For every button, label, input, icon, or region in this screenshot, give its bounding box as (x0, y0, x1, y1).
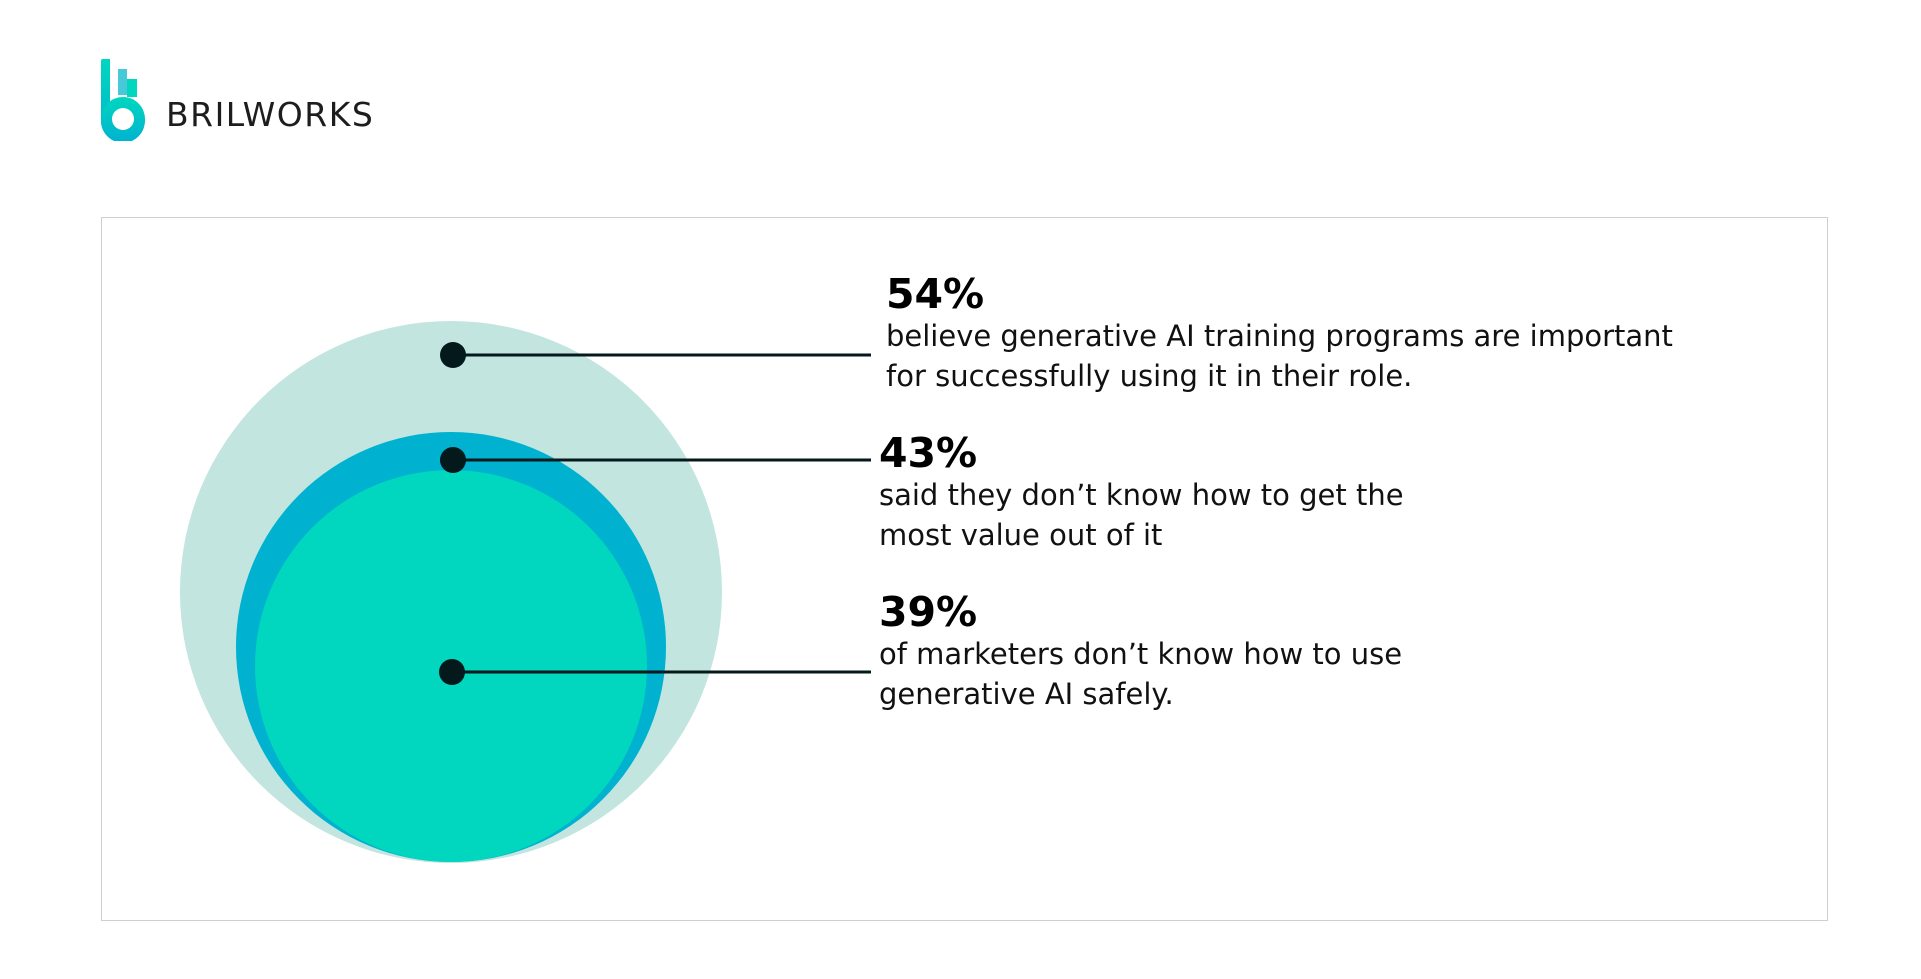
marker-dot-54 (440, 342, 466, 368)
stat-description-line: generative AI safely. (879, 677, 1174, 711)
marker-dot-43 (440, 447, 466, 473)
stat-value: 54% (886, 270, 985, 318)
stat-description-line: most value out of it (879, 518, 1163, 552)
stat-value: 39% (879, 588, 978, 636)
stat-description-line: for successfully using it in their role. (886, 359, 1413, 393)
stat-description-line: believe generative AI training programs … (886, 319, 1673, 353)
stat-description-line: of marketers don’t know how to use (879, 637, 1403, 671)
stat-description-line: said they don’t know how to get the (879, 478, 1404, 512)
stat-43: 43% said they don’t know how to get the … (879, 431, 1404, 555)
stat-value: 43% (879, 429, 978, 477)
brilworks-logo (101, 59, 145, 141)
infographic-frame (101, 217, 1828, 921)
marker-dot-39 (439, 659, 465, 685)
stat-54: 54% believe generative AI training progr… (886, 272, 1673, 396)
brand-name: BRILWORKS (166, 95, 375, 134)
stat-39: 39% of marketers don’t know how to use g… (879, 590, 1402, 714)
